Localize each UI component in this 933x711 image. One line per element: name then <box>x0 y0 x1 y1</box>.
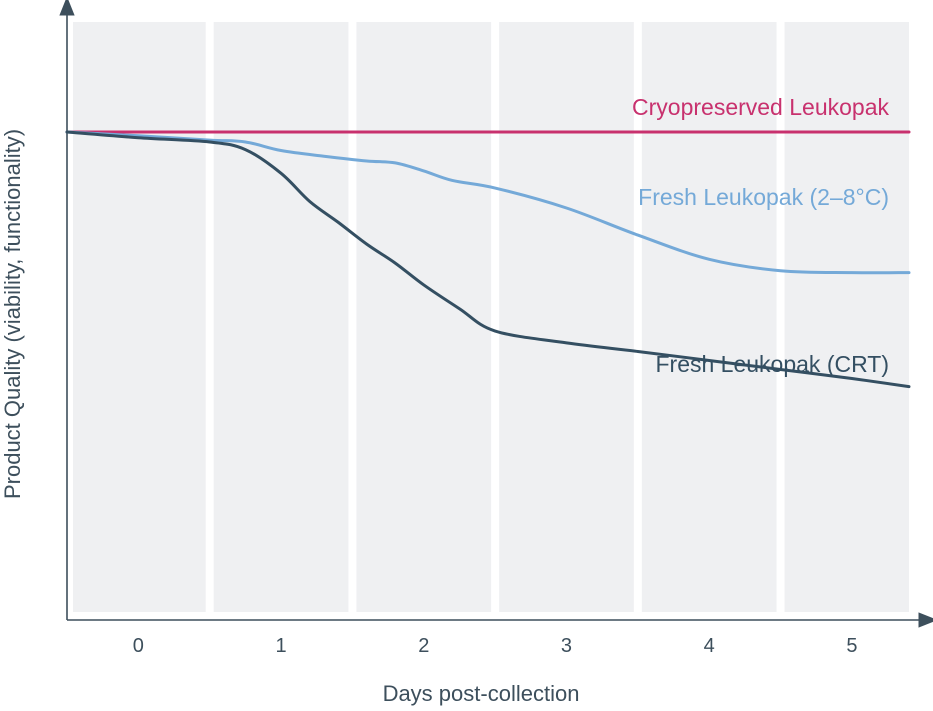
x-tick-labels: 0 1 2 3 4 5 <box>133 635 858 657</box>
x-tick-label: 0 <box>133 635 144 657</box>
x-tick-label: 5 <box>846 635 857 657</box>
series-labels: Cryopreserved Leukopak Fresh Leukopak (2… <box>632 94 889 377</box>
day-bands <box>73 22 909 612</box>
x-tick-label: 1 <box>276 635 287 657</box>
series-line-fresh-crt <box>65 130 911 389</box>
day-band <box>641 22 777 612</box>
day-band <box>73 22 206 612</box>
series-label-fresh-cold: Fresh Leukopak (2–8°C) <box>638 184 889 210</box>
y-axis-title: Product Quality (viability, functionalit… <box>0 129 25 499</box>
x-axis-title: Days post-collection <box>383 681 580 706</box>
series-line-fresh-cold <box>65 130 911 275</box>
series-label-fresh-crt: Fresh Leukopak (CRT) <box>656 351 890 377</box>
day-band <box>213 22 349 612</box>
x-tick-label: 2 <box>418 635 429 657</box>
x-tick-label: 3 <box>561 635 572 657</box>
day-band <box>784 22 909 612</box>
x-tick-label: 4 <box>704 635 715 657</box>
series-lines <box>65 130 911 389</box>
day-band <box>499 22 634 612</box>
series-label-cryopreserved: Cryopreserved Leukopak <box>632 94 889 120</box>
